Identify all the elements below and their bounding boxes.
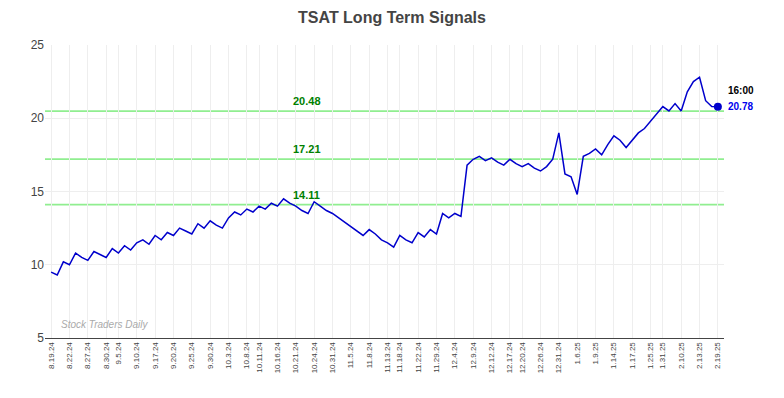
svg-text:12.9.24: 12.9.24 [469, 342, 478, 369]
svg-text:1.14.25: 1.14.25 [609, 342, 618, 369]
svg-text:8.30.24: 8.30.24 [102, 342, 111, 369]
svg-text:1.31.25: 1.31.25 [658, 342, 667, 369]
svg-text:12.12.24: 12.12.24 [487, 342, 496, 374]
svg-text:9.5.24: 9.5.24 [114, 342, 123, 365]
svg-text:10.16.24: 10.16.24 [273, 342, 282, 374]
svg-text:12.20.24: 12.20.24 [518, 342, 527, 374]
svg-text:20.48: 20.48 [293, 95, 321, 107]
svg-text:9.25.24: 9.25.24 [187, 342, 196, 369]
svg-text:11.22.24: 11.22.24 [414, 342, 423, 373]
svg-text:10.11.24: 10.11.24 [255, 342, 264, 373]
svg-text:8.27.24: 8.27.24 [83, 342, 92, 369]
svg-text:1.6.25: 1.6.25 [573, 342, 582, 365]
svg-text:9.20.24: 9.20.24 [169, 342, 178, 369]
svg-text:12.17.24: 12.17.24 [506, 342, 515, 374]
svg-text:10.21.24: 10.21.24 [291, 342, 300, 374]
svg-text:12.4.24: 12.4.24 [450, 342, 459, 369]
svg-text:11.18.24: 11.18.24 [395, 342, 404, 373]
svg-text:10: 10 [31, 258, 45, 272]
svg-text:10.24.24: 10.24.24 [310, 342, 319, 374]
svg-text:12.31.24: 12.31.24 [554, 342, 563, 374]
svg-text:20: 20 [31, 111, 45, 125]
svg-text:16:00: 16:00 [728, 85, 754, 96]
svg-text:15: 15 [31, 185, 45, 199]
svg-text:2.13.25: 2.13.25 [695, 342, 704, 369]
svg-text:1.17.25: 1.17.25 [628, 342, 637, 369]
svg-text:17.21: 17.21 [293, 143, 321, 155]
svg-text:2.10.25: 2.10.25 [677, 342, 686, 369]
svg-text:10.3.24: 10.3.24 [224, 342, 233, 369]
svg-text:1.25.25: 1.25.25 [646, 342, 655, 369]
svg-text:9.30.24: 9.30.24 [206, 342, 215, 369]
svg-text:20.78: 20.78 [728, 101, 753, 112]
svg-text:11.13.24: 11.13.24 [383, 342, 392, 373]
svg-text:8.22.24: 8.22.24 [65, 342, 74, 369]
svg-text:Stock Traders Daily: Stock Traders Daily [61, 319, 149, 330]
svg-text:10.8.24: 10.8.24 [242, 342, 251, 369]
svg-text:8.19.24: 8.19.24 [47, 342, 56, 369]
svg-text:1.9.25: 1.9.25 [591, 342, 600, 365]
svg-text:9.17.24: 9.17.24 [151, 342, 160, 369]
svg-text:25: 25 [31, 38, 45, 52]
svg-text:2.19.25: 2.19.25 [713, 342, 722, 369]
svg-text:9.10.24: 9.10.24 [132, 342, 141, 369]
svg-text:10.31.24: 10.31.24 [328, 342, 337, 374]
svg-text:11.29.24: 11.29.24 [432, 342, 441, 373]
svg-text:12.26.24: 12.26.24 [536, 342, 545, 374]
svg-text:5: 5 [37, 331, 44, 345]
svg-text:14.11: 14.11 [293, 189, 320, 201]
svg-text:11.8.24: 11.8.24 [365, 342, 374, 369]
svg-text:11.5.24: 11.5.24 [346, 342, 355, 369]
svg-text:TSAT Long Term Signals: TSAT Long Term Signals [298, 9, 486, 26]
